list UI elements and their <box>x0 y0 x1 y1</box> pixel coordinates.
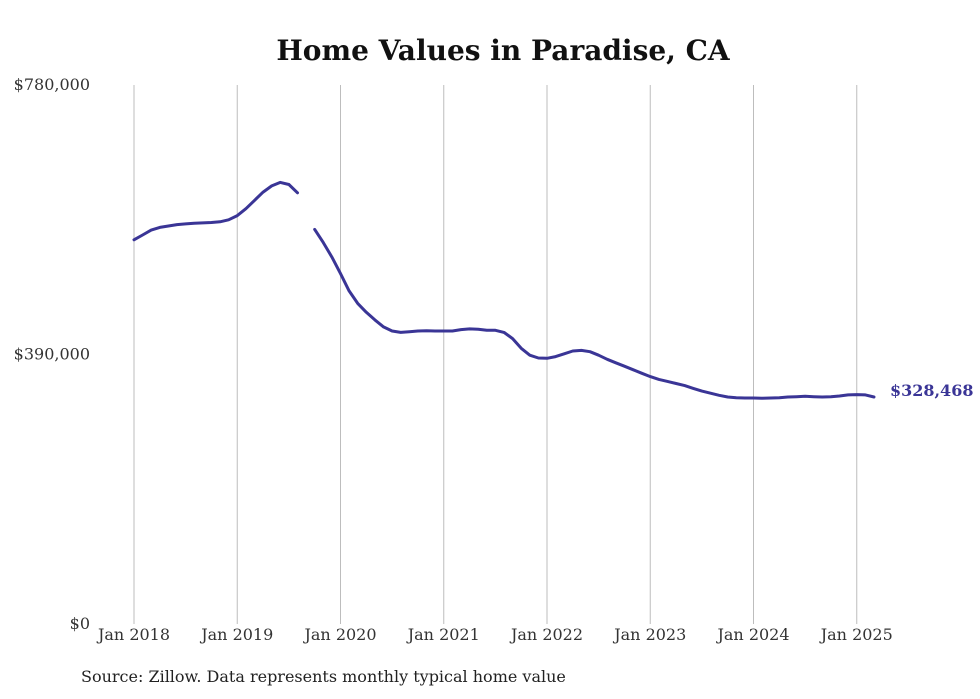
y-tick-label: $390,000 <box>14 345 90 364</box>
end-value-label: $328,468 <box>890 381 974 400</box>
x-tick-label: Jan 2018 <box>96 625 170 644</box>
y-tick-label: $0 <box>70 614 90 633</box>
x-tick-label: Jan 2021 <box>406 625 480 644</box>
x-tick-label: Jan 2020 <box>302 625 376 644</box>
x-tick-label: Jan 2022 <box>509 625 583 644</box>
series-lines <box>132 180 876 400</box>
x-tick-label: Jan 2024 <box>715 625 789 644</box>
x-tick-label: Jan 2019 <box>199 625 273 644</box>
series-line <box>313 227 876 400</box>
grid-lines <box>133 85 858 624</box>
x-tick-label: Jan 2023 <box>612 625 686 644</box>
x-tick-label: Jan 2025 <box>819 625 893 644</box>
chart-title: Home Values in Paradise, CA <box>276 34 731 67</box>
y-tick-label: $780,000 <box>14 75 90 94</box>
x-axis: Jan 2018 Jan 2019 Jan 2020 Jan 2021 Jan 2022… <box>96 625 893 644</box>
source-note: Source: Zillow. Data represents monthly … <box>81 667 566 686</box>
series-line <box>132 180 299 242</box>
y-axis: $0 $390,000 $780,000 <box>14 75 90 633</box>
